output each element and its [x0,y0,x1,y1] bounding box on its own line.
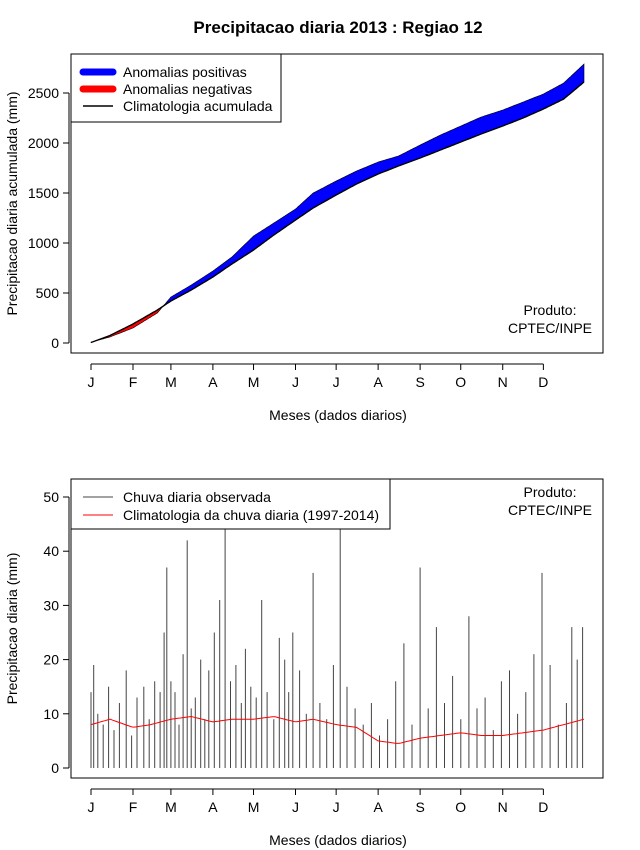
x-tick-label: S [415,374,424,390]
y-tick-label: 500 [36,285,60,301]
x-tick-label: J [292,799,299,815]
y-tick-label: 50 [43,489,59,505]
y-tick-label: 0 [51,335,59,351]
y-tick-label: 20 [43,652,59,668]
product-annotation: CPTEC/INPE [508,502,592,518]
x-tick-label: O [455,799,466,815]
y-tick-label: 2500 [28,85,59,101]
x-tick-label: S [415,799,424,815]
climatology-line [90,81,585,344]
x-tick-label: J [88,799,95,815]
legend-label: Anomalias negativas [123,81,252,97]
x-tick-label: N [498,374,508,390]
product-annotation: Produto: [524,484,577,500]
y-tick-label: 30 [43,597,59,613]
cumulative-precipitation-chart: 0 500 1000 1500 2000 2500 J F M A M J J A S O N D Meses (d… [4,53,604,423]
y-tick-label: 0 [51,760,59,776]
y-tick-label: 2000 [28,135,59,151]
x-tick-label: O [455,374,466,390]
y-axis-title: Precipitacao diaria acumulada (mm) [4,91,20,315]
x-tick-label: F [129,799,138,815]
y-tick-label: 10 [43,706,59,722]
x-tick-label: J [333,799,340,815]
product-annotation: CPTEC/INPE [508,320,592,336]
x-tick-label: F [129,374,138,390]
x-tick-label: D [538,799,548,815]
y-tick-label: 1000 [28,235,59,251]
negative-anomaly-area [94,305,164,342]
plot-frame [70,53,604,354]
x-tick-label: A [373,374,383,390]
y-tick-label: 40 [43,543,59,559]
x-tick-label: J [333,374,340,390]
x-tick-label: A [208,374,218,390]
daily-precipitation-chart: 0 10 20 30 40 50 J F M A M J J A S O N D Meses (dados diar… [4,478,604,848]
y-axis-title: Precipitacao diaria (mm) [4,553,20,705]
daily-climatology-line [90,715,585,744]
legend-box [70,478,391,530]
legend-label: Anomalias positivas [123,64,247,80]
legend-label: Climatologia da chuva diaria (1997-2014) [123,507,379,523]
x-tick-label: M [165,799,177,815]
x-tick-label: M [248,374,260,390]
x-tick-label: M [248,799,260,815]
x-tick-label: D [538,374,548,390]
legend-label: Climatologia acumulada [123,98,273,114]
x-axis-title: Meses (dados diarios) [269,407,407,423]
legend-label: Chuva diaria observada [123,489,271,505]
x-axis-title: Meses (dados diarios) [269,832,407,848]
x-tick-label: M [165,374,177,390]
y-tick-label: 1500 [28,185,59,201]
x-tick-label: A [208,799,218,815]
product-annotation: Produto: [524,302,577,318]
x-tick-label: A [373,799,383,815]
x-tick-label: N [498,799,508,815]
figure-title: Precipitacao diaria 2013 : Regiao 12 [193,18,482,37]
x-tick-label: J [292,374,299,390]
x-tick-label: J [88,374,95,390]
